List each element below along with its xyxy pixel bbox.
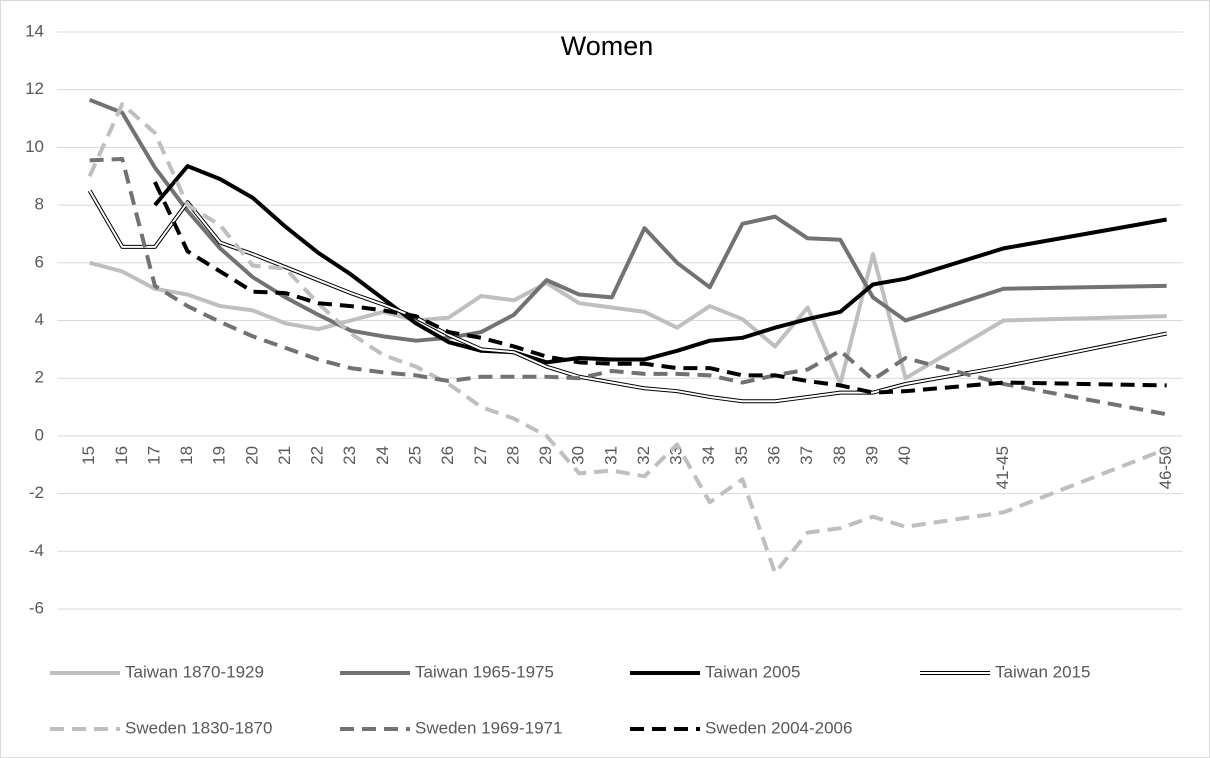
x-tick-label: 34 bbox=[699, 446, 718, 465]
series-line bbox=[88, 97, 1167, 343]
x-tick-label: 35 bbox=[732, 446, 751, 465]
legend-label: Sweden 1830-1870 bbox=[125, 718, 272, 737]
legend-label: Sweden 2004-2006 bbox=[705, 718, 852, 737]
x-tick-label: 31 bbox=[601, 446, 620, 465]
y-tick-label: 12 bbox=[25, 79, 44, 98]
x-tick-label: 37 bbox=[797, 446, 816, 465]
x-tick-label: 38 bbox=[830, 446, 849, 465]
x-tick-label: 15 bbox=[79, 446, 98, 465]
y-tick-label: 14 bbox=[25, 21, 44, 40]
x-tick-label: 24 bbox=[373, 446, 392, 465]
y-tick-label: 8 bbox=[35, 195, 44, 214]
series-line bbox=[153, 181, 1167, 395]
x-tick-label: 17 bbox=[144, 446, 163, 465]
legend-label: Taiwan 1870-1929 bbox=[125, 662, 264, 681]
y-tick-label: 0 bbox=[35, 425, 44, 444]
x-tick-label: 19 bbox=[210, 446, 229, 465]
y-tick-label: 10 bbox=[25, 137, 44, 156]
x-tick-label: 22 bbox=[308, 446, 327, 465]
legend-label: Taiwan 1965-1975 bbox=[415, 662, 554, 681]
x-tick-label: 25 bbox=[405, 446, 424, 465]
x-tick-label: 41-45 bbox=[993, 446, 1012, 489]
x-tick-label: 18 bbox=[177, 446, 196, 465]
y-tick-label: -6 bbox=[29, 598, 44, 617]
x-tick-label: 20 bbox=[242, 446, 261, 465]
series-line bbox=[89, 252, 1167, 386]
x-tick-label: 40 bbox=[895, 446, 914, 465]
x-tick-label: 30 bbox=[569, 446, 588, 465]
x-tick-label: 16 bbox=[112, 446, 131, 465]
x-tick-label: 33 bbox=[667, 446, 686, 465]
x-tick-label: 23 bbox=[340, 446, 359, 465]
legend-label: Sweden 1969-1971 bbox=[415, 718, 562, 737]
x-tick-label: 32 bbox=[634, 446, 653, 465]
x-tick-label: 26 bbox=[438, 446, 457, 465]
y-tick-label: -4 bbox=[29, 541, 44, 560]
legend: Taiwan 1870-1929 Taiwan 1965-1975 Taiwan 2… bbox=[50, 662, 1090, 737]
series-line bbox=[89, 156, 1168, 417]
x-tick-label: 27 bbox=[471, 446, 490, 465]
legend-label: Taiwan 2015 bbox=[995, 662, 1090, 681]
chart-title: Women bbox=[561, 31, 654, 61]
x-tick-label: 39 bbox=[862, 446, 881, 465]
y-tick-label: 4 bbox=[35, 310, 44, 329]
x-tick-label: 46-50 bbox=[1156, 446, 1175, 489]
x-tick-label: 21 bbox=[275, 446, 294, 465]
x-tick-label: 28 bbox=[503, 446, 522, 465]
y-tick-label: 6 bbox=[35, 252, 44, 271]
x-tick-label: 29 bbox=[536, 446, 555, 465]
series-line bbox=[87, 102, 1168, 575]
y-tick-label: -2 bbox=[29, 483, 44, 502]
legend-label: Taiwan 2005 bbox=[705, 662, 800, 681]
y-tick-label: 2 bbox=[35, 368, 44, 387]
x-tick-label: 36 bbox=[765, 446, 784, 465]
